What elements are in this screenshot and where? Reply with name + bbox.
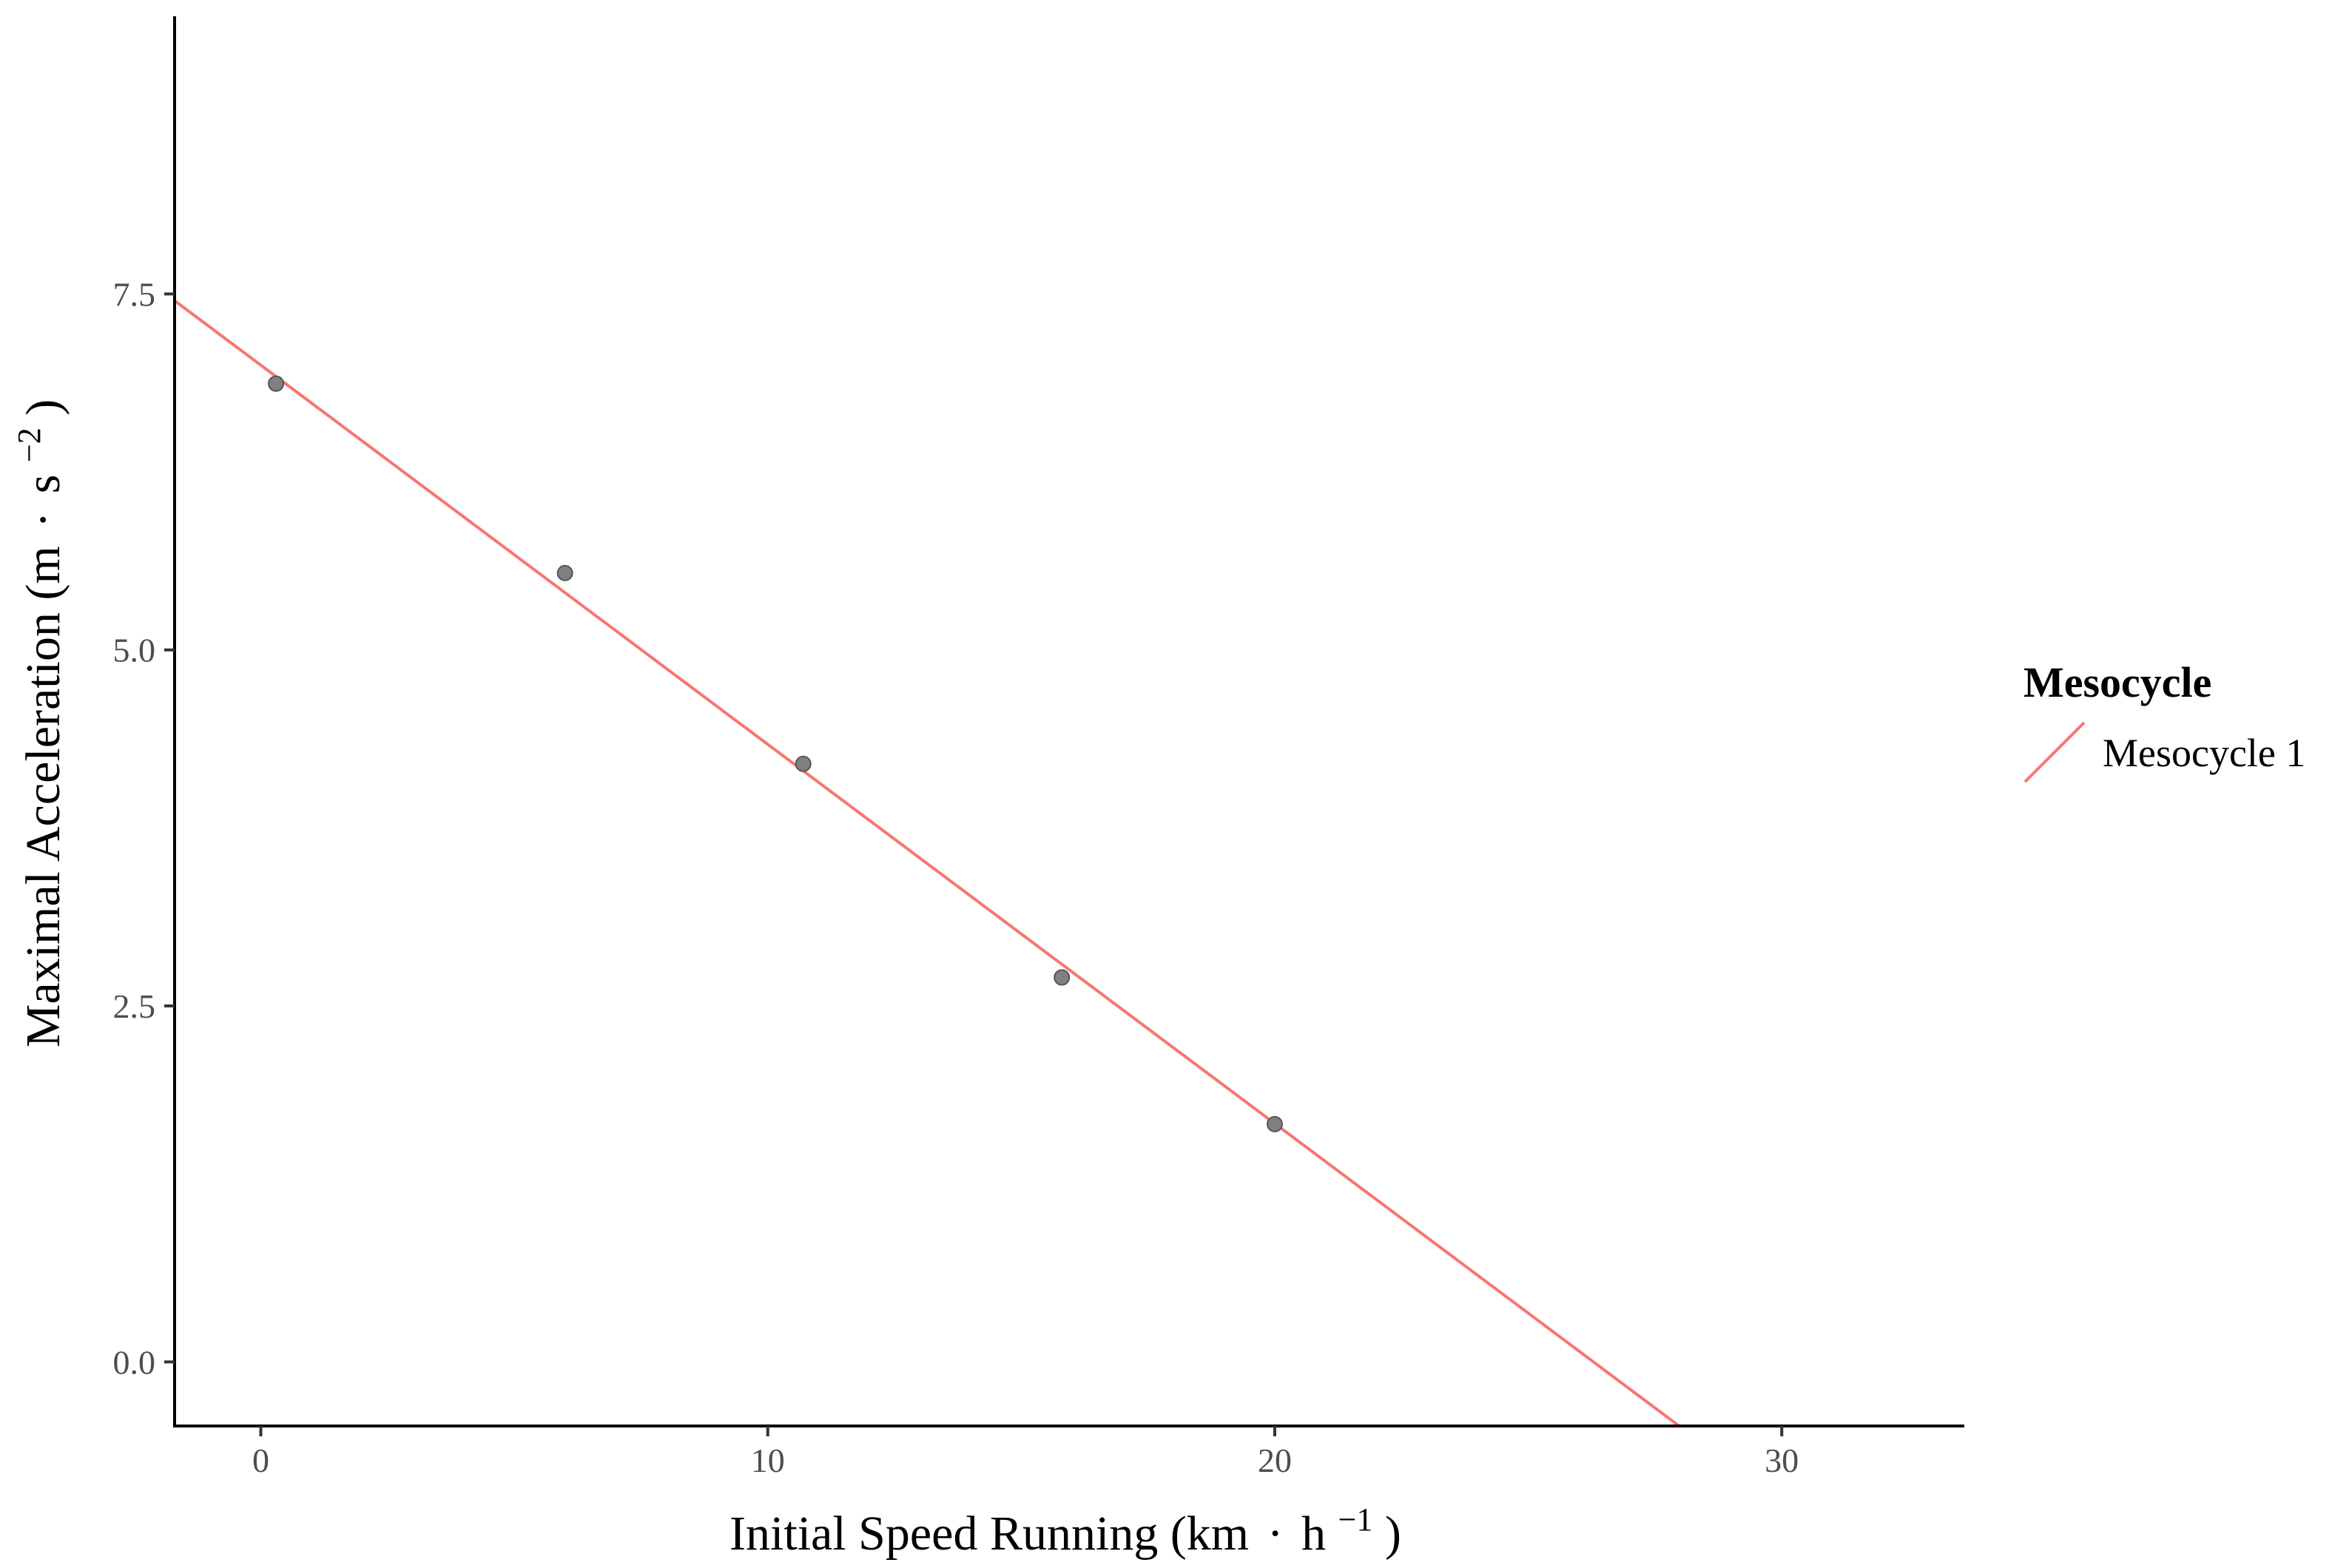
y-tick-label: 2.5 (113, 987, 156, 1025)
data-point (556, 564, 573, 581)
data-point (268, 375, 285, 392)
y-axis-title: Maximal Acceleration (m · s −2 ) (0, 399, 70, 1048)
y-axis-ticks: 0.0 2.5 5.0 7.5 (113, 275, 175, 1381)
legend: Mesocycle Mesocycle 1 (2023, 658, 2305, 783)
y-tick-label: 7.5 (113, 275, 156, 313)
fit-line-mesocycle-1 (173, 299, 1680, 1427)
legend-title: Mesocycle (2023, 658, 2211, 706)
data-point (1054, 969, 1071, 986)
fit-line-layer (173, 299, 1680, 1427)
x-tick-label: 0 (252, 1442, 269, 1479)
legend-label-mesocycle-1: Mesocycle 1 (2103, 731, 2305, 775)
y-tick-label: 0.0 (113, 1343, 156, 1381)
x-axis-title: Initial Speed Running (km · h −1 ) (729, 1487, 1401, 1561)
x-tick-label: 30 (1765, 1442, 1799, 1479)
legend-key-mesocycle-1 (2023, 721, 2086, 783)
x-axis-ticks: 0 10 20 30 (252, 1426, 1799, 1479)
data-point (1267, 1115, 1284, 1132)
data-points-layer (268, 375, 1284, 1132)
data-point (795, 755, 812, 772)
y-tick-label: 5.0 (113, 632, 156, 669)
x-tick-label: 20 (1258, 1442, 1292, 1479)
x-tick-label: 10 (751, 1442, 785, 1479)
